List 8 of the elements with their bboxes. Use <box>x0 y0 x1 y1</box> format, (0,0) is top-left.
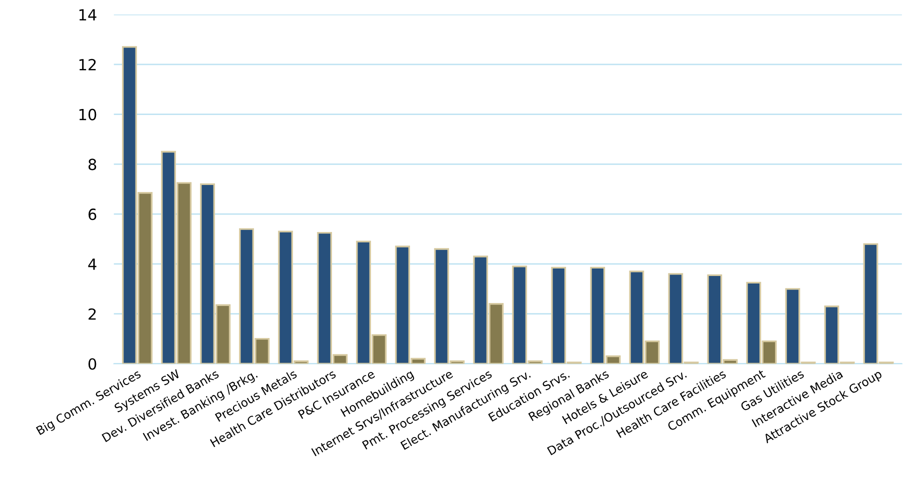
y-tick-label: 12 <box>79 58 96 70</box>
y-tick-label: 0 <box>88 358 96 370</box>
y-tick-label: 8 <box>88 158 96 170</box>
y-tick-label: 14 <box>79 9 96 20</box>
y-tick-label: 2 <box>88 308 96 320</box>
y-tick-label: 10 <box>79 108 96 120</box>
y-tick-label: 6 <box>88 208 96 220</box>
y-tick-label: 4 <box>88 258 96 270</box>
